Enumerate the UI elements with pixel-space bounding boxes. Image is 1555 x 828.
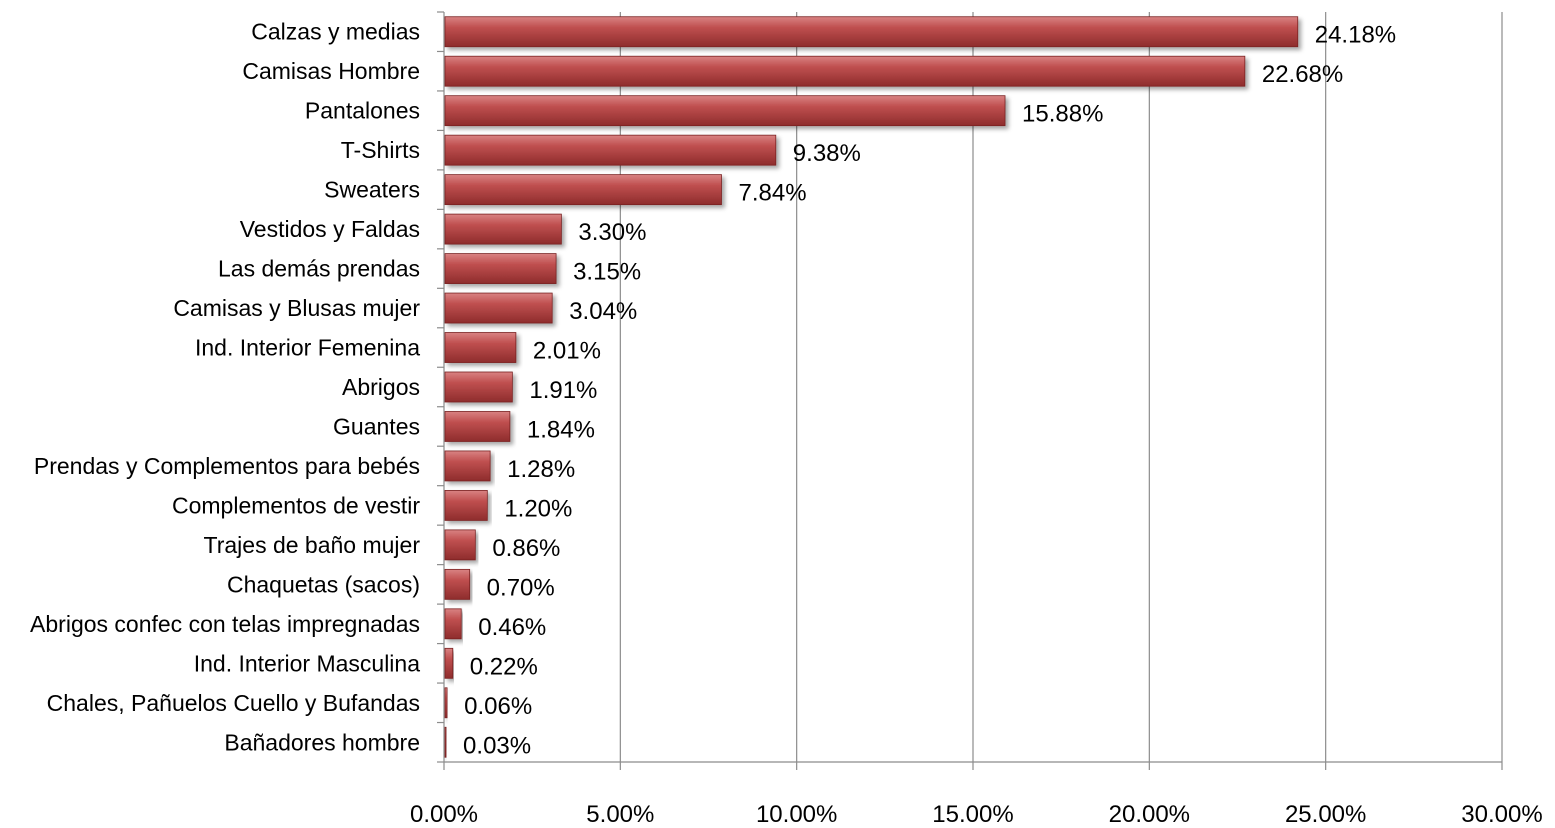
bar xyxy=(444,174,722,206)
data-label: 0.03% xyxy=(463,732,531,759)
value-labels: 24.18% 22.68% 15.88% 9.38% 7.84% 3.30% 3.15% 3.… xyxy=(463,22,1396,760)
category-label: Abrigos confec con telas impregnadas xyxy=(30,611,420,637)
data-label: 3.30% xyxy=(578,219,646,246)
bar xyxy=(444,213,562,245)
category-labels: Calzas y medias Camisas Hombre Pantalones T… xyxy=(30,19,420,756)
data-label: 1.20% xyxy=(504,495,572,522)
bar xyxy=(444,490,488,521)
x-tick-label: 30.00% xyxy=(1461,801,1542,828)
data-label: 9.38% xyxy=(793,140,861,167)
x-tick-label: 10.00% xyxy=(756,801,837,828)
bars xyxy=(444,16,1299,758)
category-label: Complementos de vestir xyxy=(172,492,420,518)
data-label: 7.84% xyxy=(738,180,806,207)
data-label: 24.18% xyxy=(1315,22,1396,49)
category-label: T-Shirts xyxy=(341,137,420,163)
category-label: Las demás prendas xyxy=(218,256,420,282)
x-tick-label: 20.00% xyxy=(1109,801,1190,828)
category-label: Guantes xyxy=(333,413,420,439)
category-label: Bañadores hombre xyxy=(224,729,420,755)
data-label: 15.88% xyxy=(1022,101,1103,128)
data-label: 1.28% xyxy=(507,456,575,483)
bar xyxy=(444,608,462,640)
bar xyxy=(444,55,1246,87)
category-label: Camisas y Blusas mujer xyxy=(173,295,420,321)
x-tick-label: 0.00% xyxy=(410,801,478,828)
data-label: 22.68% xyxy=(1262,61,1343,88)
bar xyxy=(444,292,553,324)
bar xyxy=(444,411,511,442)
category-label: Abrigos xyxy=(342,374,420,400)
bar xyxy=(444,687,448,719)
bar xyxy=(444,332,517,363)
data-label: 0.46% xyxy=(478,614,546,641)
category-label: Trajes de baño mujer xyxy=(204,532,421,558)
bar xyxy=(444,529,476,561)
category-label: Vestidos y Faldas xyxy=(240,216,420,242)
category-label: Sweaters xyxy=(324,177,420,203)
data-label: 3.15% xyxy=(573,259,641,286)
bar xyxy=(444,16,1299,48)
category-label: Prendas y Complementos para bebés xyxy=(34,453,420,479)
category-label: Ind. Interior Masculina xyxy=(194,650,420,676)
data-label: 0.22% xyxy=(470,653,538,680)
category-label: Chales, Pañuelos Cuello y Bufandas xyxy=(47,690,420,716)
bar xyxy=(444,95,1006,127)
category-label: Pantalones xyxy=(305,98,420,124)
bar xyxy=(444,568,471,600)
gridlines xyxy=(619,12,1503,762)
category-label: Ind. Interior Femenina xyxy=(195,335,420,361)
data-label: 2.01% xyxy=(533,338,601,365)
bar xyxy=(444,253,557,284)
x-tick-label: 15.00% xyxy=(932,801,1013,828)
data-label: 0.86% xyxy=(492,535,560,562)
x-tick-label: 25.00% xyxy=(1285,801,1366,828)
bar xyxy=(444,647,454,679)
bar xyxy=(444,450,491,482)
category-label: Chaquetas (sacos) xyxy=(227,571,420,597)
axes xyxy=(437,11,1503,770)
bar xyxy=(444,726,447,758)
data-label: 1.91% xyxy=(529,377,597,404)
data-label: 1.84% xyxy=(527,416,595,443)
bar xyxy=(444,371,513,403)
bar xyxy=(444,134,777,166)
data-label: 3.04% xyxy=(569,298,637,325)
data-label: 0.06% xyxy=(464,693,532,720)
x-tick-labels: 0.00% 5.00% 10.00% 15.00% 20.00% 25.00% 30.00% xyxy=(410,801,1543,828)
category-label: Camisas Hombre xyxy=(242,58,420,84)
x-tick-label: 5.00% xyxy=(586,801,654,828)
category-label: Calzas y medias xyxy=(251,19,420,45)
data-label: 0.70% xyxy=(487,574,555,601)
